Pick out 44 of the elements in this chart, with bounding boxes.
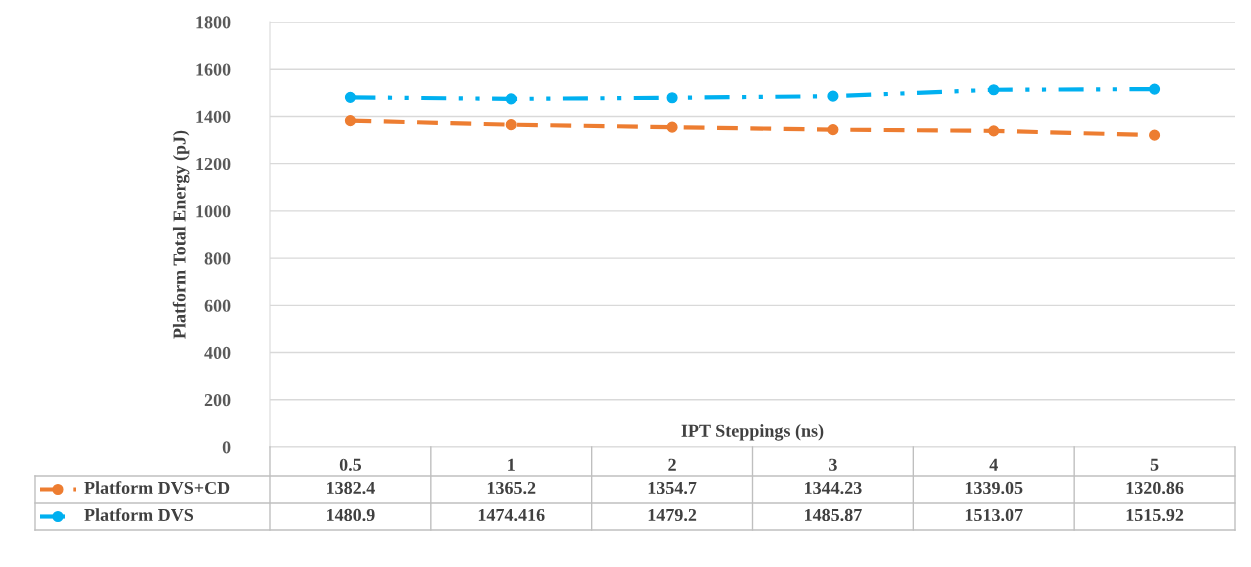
x-axis-title: IPT Steppings (ns) — [681, 424, 824, 441]
point — [344, 91, 356, 103]
point — [505, 119, 517, 131]
point — [505, 93, 517, 105]
data-label: 1382.4 — [327, 481, 375, 495]
y-tick-label: 0 — [222, 441, 231, 454]
data-label: 1339.05 — [965, 481, 1023, 495]
data-label: 1480.9 — [327, 508, 375, 522]
x-tick-label: 0.5 — [339, 458, 362, 471]
point — [988, 125, 1000, 137]
point — [827, 90, 839, 102]
point — [666, 92, 678, 104]
y-tick-label: 1400 — [196, 110, 231, 123]
data-label: 1354.7 — [648, 481, 697, 495]
x-tick-label: 4 — [989, 458, 998, 471]
x-tick-label: 2 — [668, 458, 676, 471]
data-label: 1485.87 — [805, 508, 862, 522]
y-tick-label: 1200 — [196, 157, 231, 171]
point — [1149, 129, 1161, 141]
x-tick-label: 5 — [1150, 458, 1159, 471]
y-tick-label: 1800 — [196, 16, 231, 29]
data-label: 1320.86 — [1126, 481, 1184, 495]
point — [988, 84, 1000, 96]
y-tick-label: 800 — [204, 252, 231, 265]
x-tick-label: 1 — [508, 458, 515, 471]
point — [827, 124, 839, 136]
y-tick-label: 1600 — [196, 63, 231, 76]
y-tick-label: 600 — [204, 299, 231, 312]
data-label: 1474.416 — [478, 508, 545, 522]
point — [1149, 83, 1161, 95]
y-tick-label: 200 — [204, 394, 231, 407]
y-tick-label: 1000 — [196, 205, 231, 218]
y-tick-label: 400 — [204, 346, 231, 359]
data-label: 1365.2 — [487, 481, 536, 495]
data-label: 1515.92 — [1126, 508, 1184, 522]
data-label: 1344.23 — [805, 481, 862, 495]
data-label: 1479.2 — [648, 508, 697, 522]
point — [666, 121, 678, 133]
data-label: 1513.07 — [965, 508, 1023, 522]
y-axis-title: Platform Total Energy (pJ) — [172, 130, 190, 339]
point — [344, 115, 356, 127]
x-tick-label: 3 — [829, 458, 837, 471]
legend-label: Platform DVS — [84, 508, 194, 522]
legend-label: Platform DVS+CD — [84, 481, 230, 495]
